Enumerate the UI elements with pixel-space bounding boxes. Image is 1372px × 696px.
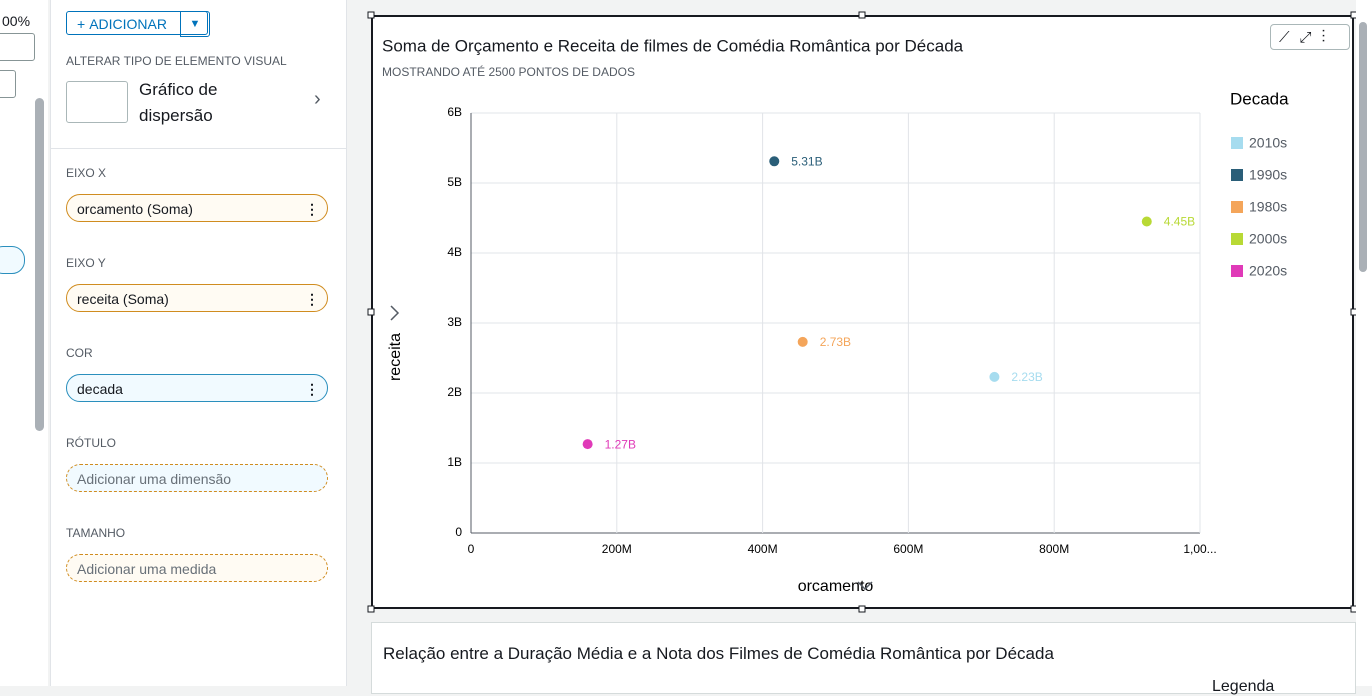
y-tick-label: 6B <box>447 105 462 119</box>
legend-swatch <box>1231 169 1243 181</box>
legend-label: 2010s <box>1249 135 1287 151</box>
chart-subtitle: MOSTRANDO ATÉ 2500 PONTOS DE DADOS <box>382 64 635 79</box>
well-label: COR <box>66 346 93 360</box>
zoom-select[interactable] <box>0 33 35 61</box>
y-tick-label: 1B <box>447 455 462 469</box>
point <box>582 439 593 450</box>
chart-title: Soma de Orçamento e Receita de filmes de… <box>382 36 964 55</box>
resize-handle[interactable] <box>367 605 375 613</box>
data-label: 5.31B <box>791 154 822 168</box>
legend-label: 1980s <box>1249 199 1287 215</box>
resize-handle[interactable] <box>367 308 375 316</box>
legend-swatch <box>1231 265 1243 277</box>
data-label: 2.23B <box>1011 370 1042 384</box>
legend-swatch <box>1231 233 1243 245</box>
legend-label: 1990s <box>1249 167 1287 183</box>
visual-icon[interactable] <box>66 81 128 123</box>
legend-swatch <box>1231 137 1243 149</box>
x-tick-label: 1,00... <box>1183 542 1216 556</box>
well-label: RÓTULO <box>66 436 117 450</box>
sidebar: + ADICIONAR ▼ ALTERAR TIPO DE ELEMENTO VI… <box>50 0 347 686</box>
field-pill[interactable]: orcamento (Soma) ⋮ <box>66 194 328 222</box>
scroll-thumb[interactable] <box>1359 22 1367 272</box>
y-axis-chevron <box>390 305 400 321</box>
drop-target[interactable]: Adicionar uma dimensão <box>66 464 328 492</box>
well-label: TAMANHO <box>66 526 126 540</box>
point <box>1141 216 1152 227</box>
search[interactable] <box>0 70 16 98</box>
field-menu[interactable]: ⋮ <box>305 381 319 397</box>
well-label: EIXO X <box>66 166 107 180</box>
drop-target[interactable]: Adicionar uma medida <box>66 554 328 582</box>
data-label: 2.73B <box>820 335 851 349</box>
scrollbar[interactable] <box>35 98 44 431</box>
field-menu[interactable]: ⋮ <box>305 201 319 217</box>
field-pill[interactable]: decada ⋮ <box>66 374 328 402</box>
add-button[interactable]: + ADICIONAR ▼ <box>66 11 210 37</box>
point <box>989 371 1000 382</box>
data-label: 1.27B <box>605 437 636 451</box>
divider <box>51 148 346 149</box>
second-legend-title: Legenda <box>1212 678 1275 695</box>
legend-swatch <box>1231 201 1243 213</box>
field-name: orcamento (Soma) <box>77 201 193 217</box>
x-tick-label: 800M <box>1039 542 1069 556</box>
visual-type[interactable]: Gráfico de dispersão <box>139 80 218 125</box>
y-tick-label: 3B <box>447 315 462 329</box>
page-scrollbar[interactable] <box>1356 0 1372 686</box>
data-label: 4.45B <box>1164 215 1195 229</box>
x-tick-label: 0 <box>468 542 475 556</box>
section-label: ALTERAR TIPO DE ELEMENTO VISUAL <box>66 54 287 68</box>
y-tick-label: 2B <box>447 385 462 399</box>
x-axis-chevron <box>857 581 873 591</box>
placeholder: Adicionar uma dimensão <box>77 471 232 487</box>
add-label: ADICIONAR <box>89 16 167 32</box>
legend-label: 2020s <box>1249 263 1287 279</box>
well-label: EIXO Y <box>66 256 106 270</box>
field-pill[interactable]: receita (Soma) ⋮ <box>66 284 328 312</box>
chart-card[interactable]: ⟋⤢⋮ <box>371 15 1354 609</box>
point <box>797 336 808 347</box>
field-name: receita (Soma) <box>77 291 169 307</box>
card-menu[interactable]: ⟋⤢⋮ <box>1270 24 1350 50</box>
y-tick-label: 5B <box>447 175 462 189</box>
resize-handle[interactable] <box>858 11 866 19</box>
x-tick-label: 200M <box>602 542 632 556</box>
dropdown[interactable]: ▼ <box>180 11 210 37</box>
legend-title: Decada <box>1230 89 1289 108</box>
y-tick-label: 4B <box>447 245 462 259</box>
resize-handle[interactable] <box>367 11 375 19</box>
second-title: Relação entre a Duração Média e a Nota d… <box>383 644 1054 663</box>
placeholder: Adicionar uma medida <box>77 561 217 577</box>
field-menu[interactable]: ⋮ <box>305 291 319 307</box>
point <box>769 156 780 167</box>
x-axis-label: orcamento <box>798 578 874 595</box>
resize-handle[interactable] <box>858 605 866 613</box>
second-card: Relação entre a Duração Média e a Nota d… <box>371 622 1356 695</box>
y-tick-label: 0 <box>455 525 462 539</box>
legend-label: 2000s <box>1249 231 1287 247</box>
y-axis-label: receita <box>387 333 404 381</box>
x-tick-label: 600M <box>893 542 923 556</box>
chevron[interactable]: › <box>314 88 321 110</box>
pill[interactable] <box>0 246 25 274</box>
left-strip: 00% <box>0 0 48 686</box>
zoom: 00% <box>2 13 31 29</box>
x-tick-label: 400M <box>748 542 778 556</box>
field-name: decada <box>77 381 123 397</box>
